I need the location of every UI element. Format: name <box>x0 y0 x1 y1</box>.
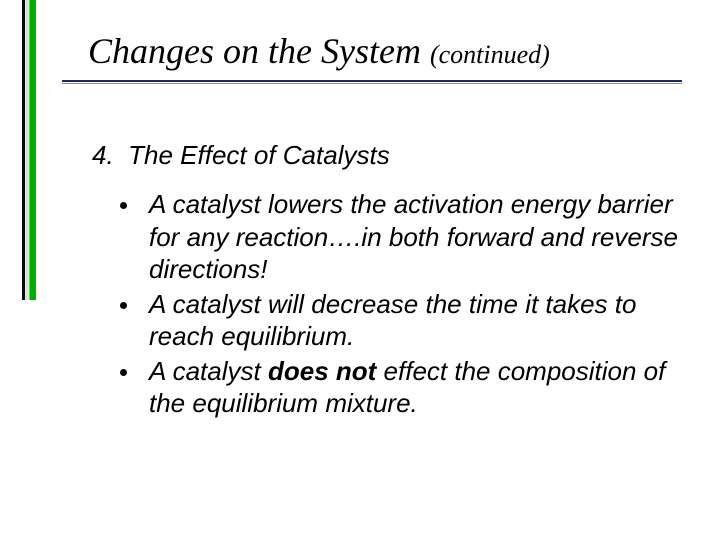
slide-title: Changes on the System (continued) <box>88 30 550 72</box>
bullet-icon <box>120 369 127 376</box>
bullet-pre: A catalyst <box>149 356 268 386</box>
accent-sidebar <box>22 0 36 300</box>
bullet-bold: does not <box>268 356 376 386</box>
bullet-text: A catalyst will decrease the time it tak… <box>149 288 680 353</box>
bullet-list: A catalyst lowers the activation energy … <box>120 188 680 422</box>
title-main-text: Changes on the System <box>88 31 430 71</box>
list-item: A catalyst lowers the activation energy … <box>120 188 680 286</box>
bullet-icon <box>120 302 127 309</box>
bullet-text: A catalyst lowers the activation energy … <box>149 188 680 286</box>
title-continued-text: (continued) <box>430 40 550 69</box>
underline-bottom <box>62 83 682 84</box>
section-title: The Effect of Catalysts <box>128 140 390 170</box>
bullet-pre: A catalyst will decrease the time it tak… <box>149 289 636 352</box>
bullet-icon <box>120 202 127 209</box>
list-item: A catalyst does not effect the compositi… <box>120 355 680 420</box>
underline-top <box>62 80 682 82</box>
bullet-text: A catalyst does not effect the compositi… <box>149 355 680 420</box>
bullet-pre: A catalyst lowers the activation energy … <box>149 189 678 284</box>
section-number: 4. <box>92 140 114 170</box>
section-heading: 4. The Effect of Catalysts <box>92 140 390 171</box>
list-item: A catalyst will decrease the time it tak… <box>120 288 680 353</box>
title-underline <box>62 80 682 84</box>
